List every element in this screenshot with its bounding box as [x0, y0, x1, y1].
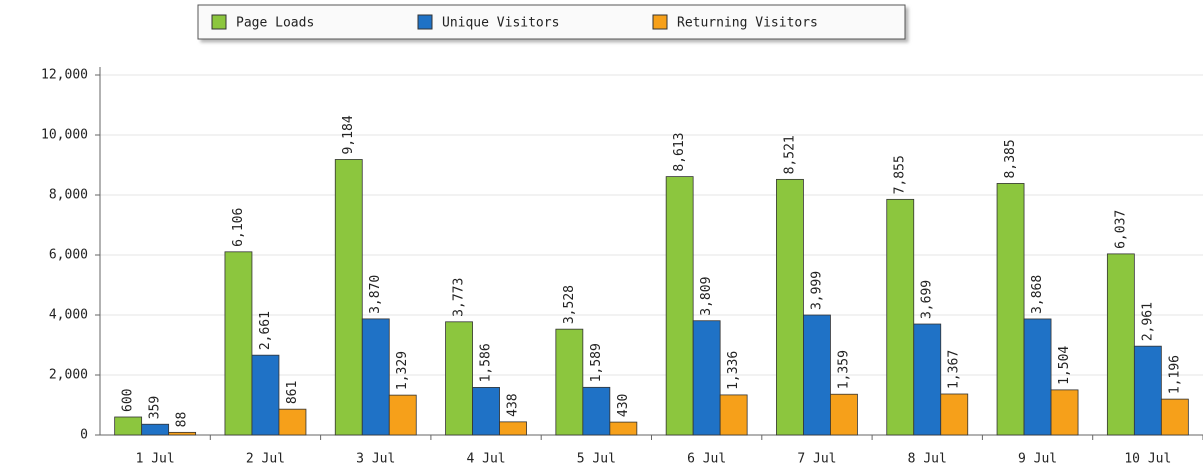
legend-swatch — [211, 14, 227, 30]
bar — [388, 394, 417, 436]
value-label: 1,504 — [1057, 346, 1072, 385]
value-label: 861 — [285, 381, 300, 404]
value-label: 2,661 — [258, 311, 273, 350]
bar — [251, 354, 280, 436]
value-label: 8,385 — [1003, 139, 1018, 178]
bar — [361, 318, 390, 436]
x-tick-label: 9 Jul — [1018, 452, 1057, 467]
bar — [1050, 389, 1079, 436]
y-tick-label: 2,000 — [49, 368, 88, 383]
legend-label: Page Loads — [236, 16, 314, 31]
legend-label: Unique Visitors — [442, 16, 559, 31]
value-label: 6,106 — [231, 208, 246, 247]
y-tick-label: 0 — [80, 428, 88, 443]
value-label: 3,868 — [1030, 275, 1045, 314]
x-tick-label: 8 Jul — [908, 452, 947, 467]
bar — [334, 159, 363, 436]
bar — [609, 421, 638, 436]
bar — [940, 393, 969, 436]
value-label: 438 — [506, 393, 521, 416]
value-label: 8,613 — [672, 132, 687, 171]
y-tick-label: 12,000 — [41, 68, 88, 83]
value-label: 1,336 — [726, 351, 741, 390]
bar — [1023, 318, 1052, 436]
bar — [803, 314, 831, 436]
bar — [141, 423, 170, 436]
value-label: 3,999 — [809, 271, 824, 310]
bar — [776, 178, 804, 436]
bar — [1133, 345, 1162, 436]
legend: Page Loads Unique Visitors Returning Visit… — [197, 4, 906, 40]
value-label: 6,037 — [1113, 210, 1128, 249]
x-tick-label: 1 Jul — [136, 452, 175, 467]
bar — [278, 408, 307, 436]
value-label: 1,329 — [395, 351, 410, 390]
bar — [114, 416, 143, 436]
bar — [1106, 253, 1135, 436]
value-label: 8,521 — [782, 135, 797, 174]
bar — [582, 386, 611, 436]
x-tick-label: 4 Jul — [466, 452, 505, 467]
value-label: 1,589 — [589, 343, 604, 382]
x-tick-label: 6 Jul — [687, 452, 726, 467]
value-label: 9,184 — [341, 115, 356, 154]
bar — [886, 198, 915, 436]
legend-box — [197, 4, 906, 40]
legend-label: Returning Visitors — [677, 16, 818, 31]
bar — [472, 387, 500, 436]
bar — [168, 431, 197, 436]
bar — [445, 321, 473, 436]
value-label: 88 — [175, 412, 190, 428]
bar — [665, 176, 694, 436]
value-label: 1,196 — [1167, 355, 1182, 394]
bar — [719, 394, 748, 436]
value-label: 3,528 — [562, 285, 577, 324]
bar — [555, 328, 584, 436]
bar — [830, 393, 858, 436]
bar — [499, 421, 527, 436]
x-tick-label: 3 Jul — [356, 452, 395, 467]
value-label: 3,870 — [368, 275, 383, 314]
value-label: 430 — [616, 394, 631, 417]
bar — [224, 251, 253, 436]
x-tick-label: 7 Jul — [797, 452, 836, 467]
y-tick-label: 4,000 — [49, 308, 88, 323]
value-label: 600 — [121, 389, 136, 412]
legend-swatch — [652, 14, 668, 30]
value-label: 7,855 — [893, 155, 908, 194]
value-label: 2,961 — [1140, 302, 1155, 341]
value-label: 3,699 — [920, 280, 935, 319]
value-label: 1,586 — [479, 343, 494, 382]
value-label: 359 — [148, 396, 163, 419]
x-tick-label: 5 Jul — [577, 452, 616, 467]
legend-swatch — [417, 14, 433, 30]
x-tick-label: 10 Jul — [1124, 452, 1171, 467]
bar — [1160, 398, 1189, 436]
bar — [692, 320, 721, 436]
x-tick-label: 2 Jul — [246, 452, 285, 467]
y-tick-label: 8,000 — [49, 188, 88, 203]
bar — [913, 323, 942, 436]
bar — [996, 183, 1025, 436]
value-label: 3,773 — [452, 278, 467, 317]
value-label: 1,359 — [836, 350, 851, 389]
value-label: 1,367 — [947, 350, 962, 389]
value-label: 3,809 — [699, 277, 714, 316]
y-tick-label: 6,000 — [49, 248, 88, 263]
y-tick-label: 10,000 — [41, 128, 88, 143]
